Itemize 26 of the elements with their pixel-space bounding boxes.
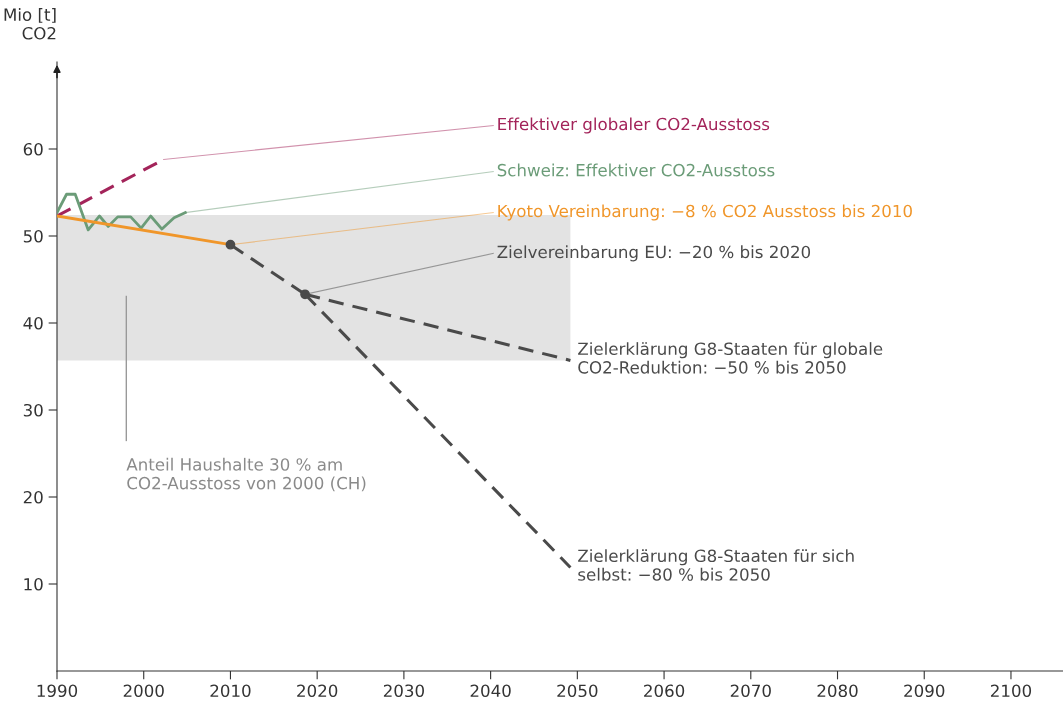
y-axis-title: Mio [t] CO2 [4,8,56,40]
y-tick-label: 40 [23,316,43,330]
y-tick-label: 10 [24,577,43,591]
x-tick-label: 2060 [644,684,685,698]
x-tick-label: 1990 [37,684,78,698]
text: Kyoto Vereinbarung: −8 % CO2 Ausstoss bis 2010 [498,204,912,221]
x-tick-label: 2090 [904,684,945,698]
x-tick-label: 2030 [383,684,424,698]
text: Effektiver globaler CO2-Ausstoss [498,117,770,134]
text: Schweiz: Effektiver CO2-Ausstoss [497,163,775,177]
x-tick-label: 2070 [730,684,771,698]
y-tick-label: 60 [23,142,43,156]
x-tick-label: 2050 [557,684,598,698]
band-label: Anteil Haushalte 30 % am CO2-Ausstoss von 2000 (CH) [126,457,366,492]
y-tick-label: 20 [23,490,43,504]
x-tick-label: 2100 [990,684,1032,698]
y-tick-label: 30 [23,403,43,417]
x-tick-label: 2020 [297,684,338,698]
x-tick-label: 2040 [470,684,511,698]
series-label: Zielerklärung G8-Staaten für sich selbst: −80 % bis 2050 [578,549,854,581]
x-tick-label: 2010 [210,684,251,698]
x-tick-label: 2000 [123,684,164,698]
series-label: Zielerklärung G8-Staaten für globale CO2-Reduktion: −50 % bis 2050 [578,342,883,374]
text: Zielvereinbarung EU: −20 % bis 2020 [497,245,811,262]
y-tick-label: 50 [23,229,43,243]
x-tick-label: 2080 [817,684,858,698]
